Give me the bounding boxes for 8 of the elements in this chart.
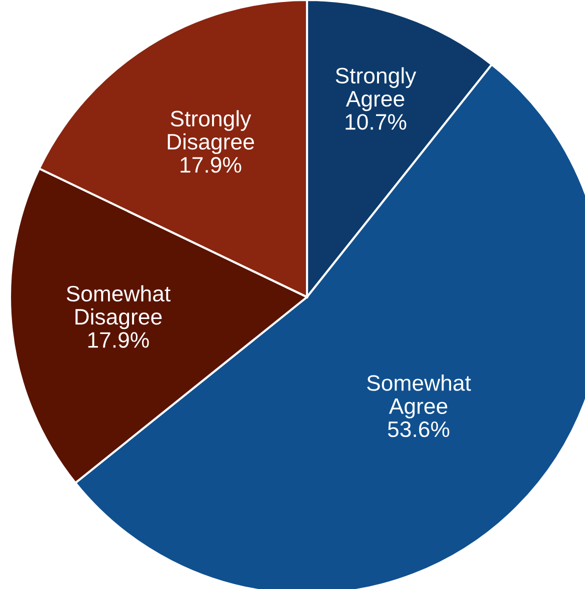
slice-label: Strongly Agree: [336, 67, 416, 112]
slice-label: Somewhat Disagree: [66, 285, 170, 330]
slice-label: Somewhat Agree: [367, 374, 471, 418]
slice-label: Strongly Disagree: [168, 110, 254, 154]
data-label: 53.6%: [388, 421, 450, 438]
data-label: 17.9%: [88, 332, 149, 348]
data-label: 17.9%: [180, 157, 242, 173]
data-label: 10.7%: [346, 114, 406, 130]
